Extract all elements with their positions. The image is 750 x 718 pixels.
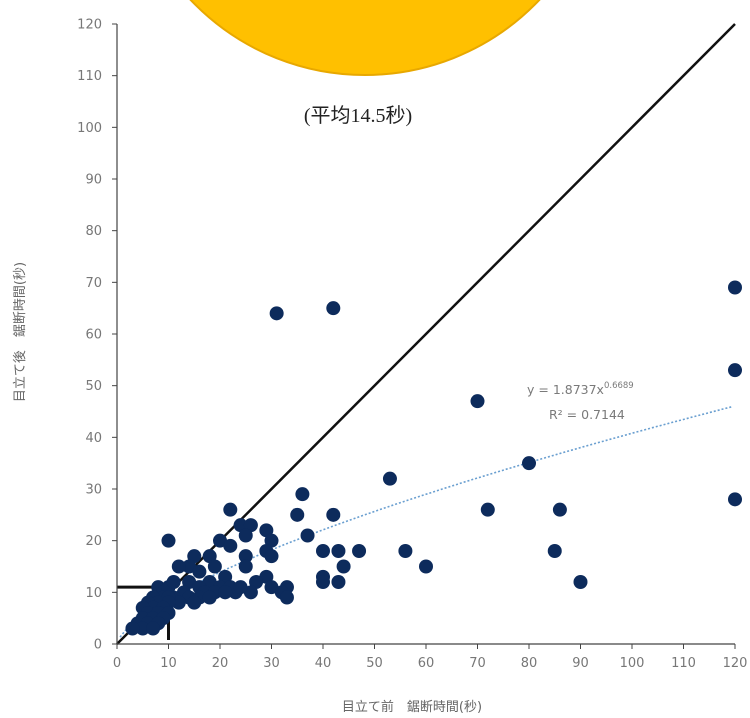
x-tick-label: 100: [620, 656, 645, 671]
data-point: [171, 595, 186, 610]
data-point: [233, 518, 248, 533]
data-point: [135, 621, 150, 636]
data-point: [202, 590, 217, 605]
x-tick-label: 120: [723, 656, 748, 671]
data-point: [223, 538, 238, 553]
data-point: [290, 507, 305, 522]
data-point: [213, 533, 227, 548]
data-point: [522, 456, 536, 471]
x-tick-label: 90: [572, 656, 589, 671]
y-tick-label: 50: [85, 379, 102, 394]
data-point: [161, 533, 176, 548]
y-tick-label: 120: [77, 18, 102, 33]
data-point: [352, 544, 367, 558]
data-point: [187, 549, 202, 564]
x-tick-label: 0: [113, 656, 121, 671]
data-point: [326, 301, 341, 316]
data-point: [552, 502, 567, 517]
x-tick-label: 20: [212, 656, 229, 671]
data-point: [316, 544, 330, 558]
badge-circle: [189, 0, 541, 76]
data-point: [171, 559, 186, 574]
data-point: [238, 549, 253, 564]
data-point: [547, 544, 562, 558]
y-tick-label: 100: [77, 121, 102, 136]
data-point: [238, 528, 253, 543]
y-tick-label: 80: [85, 224, 102, 239]
y-tick-label: 90: [85, 173, 102, 188]
data-point: [166, 575, 181, 589]
y-tick-label: 60: [85, 328, 102, 343]
data-point: [218, 585, 233, 600]
x-tick-label: 50: [366, 656, 383, 671]
data-point: [264, 549, 279, 564]
data-point: [187, 595, 202, 610]
x-tick-label: 30: [263, 656, 280, 671]
y-axis-title: 目立て後 鋸断時間(秒): [13, 262, 28, 402]
data-point: [326, 507, 341, 522]
y-tick-label: 70: [85, 276, 102, 291]
data-point: [207, 559, 222, 574]
data-point: [300, 528, 315, 543]
x-tick-label: 110: [671, 656, 696, 671]
data-point: [331, 544, 346, 558]
y-tick-label: 30: [85, 483, 102, 498]
x-tick-label: 40: [315, 656, 332, 671]
data-point: [279, 590, 294, 605]
data-point: [573, 575, 588, 589]
data-point: [223, 502, 238, 517]
y-tick-label: 20: [85, 534, 102, 549]
data-point: [146, 621, 161, 636]
data-point: [202, 575, 217, 589]
data-point: [264, 580, 279, 595]
y-tick-label: 110: [77, 69, 102, 84]
data-point: [336, 559, 351, 574]
data-point: [316, 575, 330, 589]
data-point: [382, 471, 397, 486]
x-tick-label: 70: [469, 656, 486, 671]
x-axis-title: 目立て前 鋸断時間(秒): [342, 699, 482, 715]
data-point: [233, 580, 248, 595]
data-point: [264, 533, 279, 548]
x-tick-label: 80: [521, 656, 538, 671]
data-point: [269, 306, 284, 321]
data-point: [295, 487, 310, 502]
data-point: [470, 394, 485, 409]
data-point: [249, 575, 264, 589]
data-point: [243, 518, 258, 533]
data-point: [125, 621, 140, 636]
y-tick-label: 40: [85, 431, 102, 446]
trendline-equation: y = 1.8737x0.6689: [527, 381, 634, 397]
data-point: [480, 502, 495, 517]
data-point: [238, 559, 253, 574]
data-point: [259, 523, 274, 538]
y-tick-label: 0: [94, 638, 102, 653]
y-tick-label: 10: [85, 586, 102, 601]
data-point: [398, 544, 413, 558]
trendline: [119, 405, 734, 638]
trendline-r2: R² = 0.7144: [549, 407, 625, 422]
data-point: [182, 559, 197, 574]
data-point: [331, 575, 346, 589]
x-tick-label: 60: [418, 656, 435, 671]
data-point: [202, 549, 217, 564]
data-point: [243, 585, 258, 600]
mean-caption: (平均14.5秒): [304, 104, 412, 127]
data-point: [218, 569, 233, 584]
data-point: [728, 492, 742, 507]
data-point: [728, 280, 742, 295]
data-point: [192, 564, 207, 579]
data-point: [182, 575, 197, 589]
data-point: [728, 363, 742, 378]
data-point: [419, 559, 433, 574]
x-tick-label: 10: [160, 656, 177, 671]
data-point: [259, 569, 274, 584]
